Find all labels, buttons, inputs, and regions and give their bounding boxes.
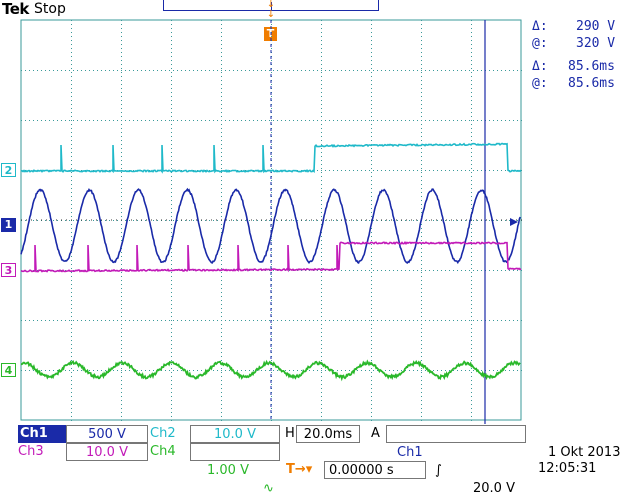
graticule xyxy=(21,20,522,421)
time-delta-symbol: Δ: xyxy=(532,59,548,74)
trigger-level: 20.0 V xyxy=(473,480,515,498)
ch3-scale[interactable]: 10.0 V xyxy=(66,443,148,461)
ch2-scale[interactable]: 10.0 V xyxy=(190,425,280,443)
time-at-value: 85.6ms xyxy=(568,76,615,91)
ch2-marker[interactable]: 2 xyxy=(1,163,16,177)
ac-coupling-icon: ∿ xyxy=(263,480,274,498)
ch1-label[interactable]: Ch1 xyxy=(18,425,68,443)
ch3-label[interactable]: Ch3 xyxy=(18,443,58,461)
ch1-marker[interactable]: 1 xyxy=(1,218,16,232)
rising-edge-icon: ∫ xyxy=(435,462,442,480)
trigger-setup[interactable]: Ch1 ∫ 20.0 V xyxy=(386,425,526,443)
voltage-delta-value: 290 V xyxy=(576,19,615,34)
date-display: 1 Okt 2013 xyxy=(548,445,620,460)
time-delta-value: 85.6ms xyxy=(568,59,615,74)
ch3-marker[interactable]: 3 xyxy=(1,263,16,277)
voltage-at-value: 320 V xyxy=(576,36,615,51)
voltage-delta-symbol: Δ: xyxy=(532,19,548,34)
trigger-source: Ch1 xyxy=(397,444,423,462)
trigger-mode: A xyxy=(371,425,385,443)
ch4-scale-value: 1.00 V xyxy=(207,462,249,480)
voltage-at-symbol: @: xyxy=(532,36,548,51)
trigger-offset-icon: T→▾ xyxy=(286,461,322,479)
time-display: 12:05:31 xyxy=(538,461,596,476)
ch2-label[interactable]: Ch2 xyxy=(150,425,190,443)
trigger-level-icon xyxy=(510,218,518,226)
ch4-label[interactable]: Ch4 xyxy=(150,443,190,461)
time-at-symbol: @: xyxy=(532,76,548,91)
ch1-scale[interactable]: 500 V xyxy=(66,425,148,443)
ch4-marker[interactable]: 4 xyxy=(1,363,16,377)
ch4-scale[interactable]: 1.00 V ∿ xyxy=(190,443,280,461)
timebase-value[interactable]: 20.0ms xyxy=(296,425,360,443)
trigger-offset-value[interactable]: 0.00000 s xyxy=(324,461,426,479)
